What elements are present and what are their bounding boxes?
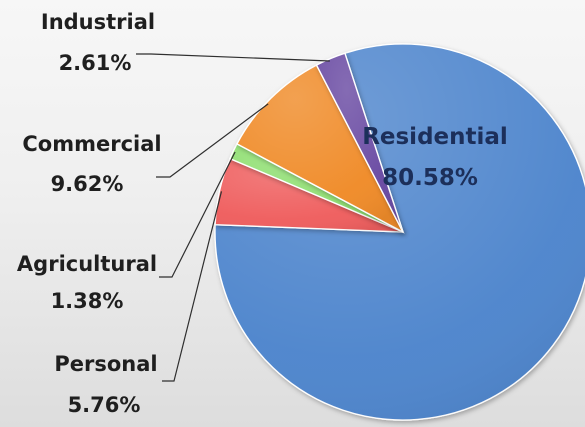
pie-slice-highlight-commercial bbox=[236, 65, 403, 232]
slice-label-personal: Personal 5.76% bbox=[54, 352, 157, 417]
leader-line-agricultural bbox=[159, 151, 236, 278]
slice-label-residential-name: Residential bbox=[362, 124, 508, 150]
slice-label-commercial: Commercial 9.62% bbox=[22, 132, 161, 196]
slice-label-industrial-name: Industrial bbox=[41, 10, 155, 34]
leader-line-personal bbox=[162, 191, 223, 382]
slice-label-personal-value: 5.76% bbox=[68, 393, 141, 417]
pie-slice-highlight-agricultural bbox=[229, 143, 403, 232]
slice-label-industrial-value: 2.61% bbox=[59, 51, 132, 75]
slice-label-personal-name: Personal bbox=[54, 352, 157, 376]
slice-label-residential: Residential 80.58% bbox=[362, 124, 508, 191]
pie-slices bbox=[214, 43, 585, 421]
slice-label-commercial-name: Commercial bbox=[22, 132, 161, 156]
slice-label-agricultural-name: Agricultural bbox=[17, 252, 157, 276]
leader-line-commercial bbox=[156, 103, 269, 178]
pie-slice-highlight-personal bbox=[215, 158, 403, 232]
slice-label-commercial-value: 9.62% bbox=[51, 172, 124, 196]
pie-slice-highlight-industrial bbox=[316, 53, 403, 233]
slice-label-industrial: Industrial 2.61% bbox=[41, 10, 155, 75]
slice-label-agricultural-value: 1.38% bbox=[51, 289, 124, 313]
slice-label-residential-value: 80.58% bbox=[382, 165, 478, 191]
leader-line-industrial bbox=[136, 53, 330, 62]
pie-leader-lines bbox=[136, 53, 330, 382]
slice-label-agricultural: Agricultural 1.38% bbox=[17, 252, 157, 313]
